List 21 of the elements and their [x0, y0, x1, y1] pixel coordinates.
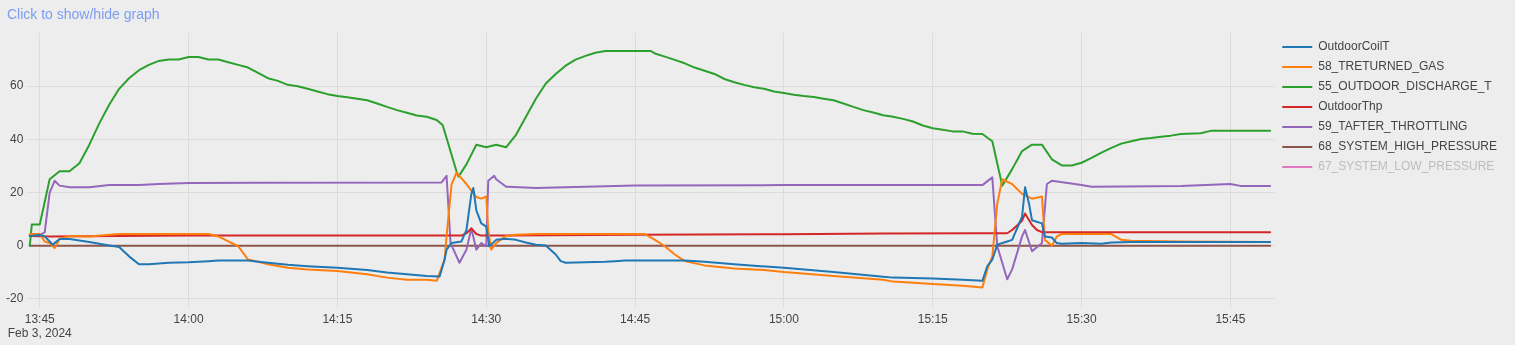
- x-tick-label: 14:45: [620, 311, 651, 326]
- legend-label: 68_SYSTEM_HIGH_PRESSURE: [1318, 139, 1498, 154]
- legend-label: 55_OUTDOOR_DISCHARGE_T: [1318, 79, 1493, 94]
- x-tick-label: 13:45 Feb 3, 2024: [7, 311, 73, 341]
- y-tick-label: 40: [9, 131, 24, 146]
- legend-label: OutdoorThp: [1318, 99, 1383, 114]
- legend-label: 58_TRETURNED_GAS: [1318, 59, 1445, 74]
- x-tick-label: 15:45: [1215, 311, 1246, 326]
- text: Click to show/hide graph: [7, 6, 160, 22]
- y-tick-label: -20: [6, 291, 24, 306]
- x-tick-label: 15:00: [768, 311, 800, 326]
- legend-label: 59_TAFTER_THROTTLING: [1318, 119, 1468, 134]
- legend-label: OutdoorCoilT: [1318, 39, 1391, 54]
- x-tick-label: 14:00: [173, 311, 204, 326]
- x-tick-label: 14:15: [322, 311, 353, 326]
- y-tick-label: 60: [9, 78, 24, 93]
- x-tick-label: 15:30: [1066, 311, 1097, 326]
- y-tick-label: 20: [9, 184, 24, 199]
- x-tick-label: 14:30: [471, 311, 502, 326]
- x-tick-label: 15:15: [917, 311, 949, 326]
- y-tick-label: 0: [16, 238, 24, 253]
